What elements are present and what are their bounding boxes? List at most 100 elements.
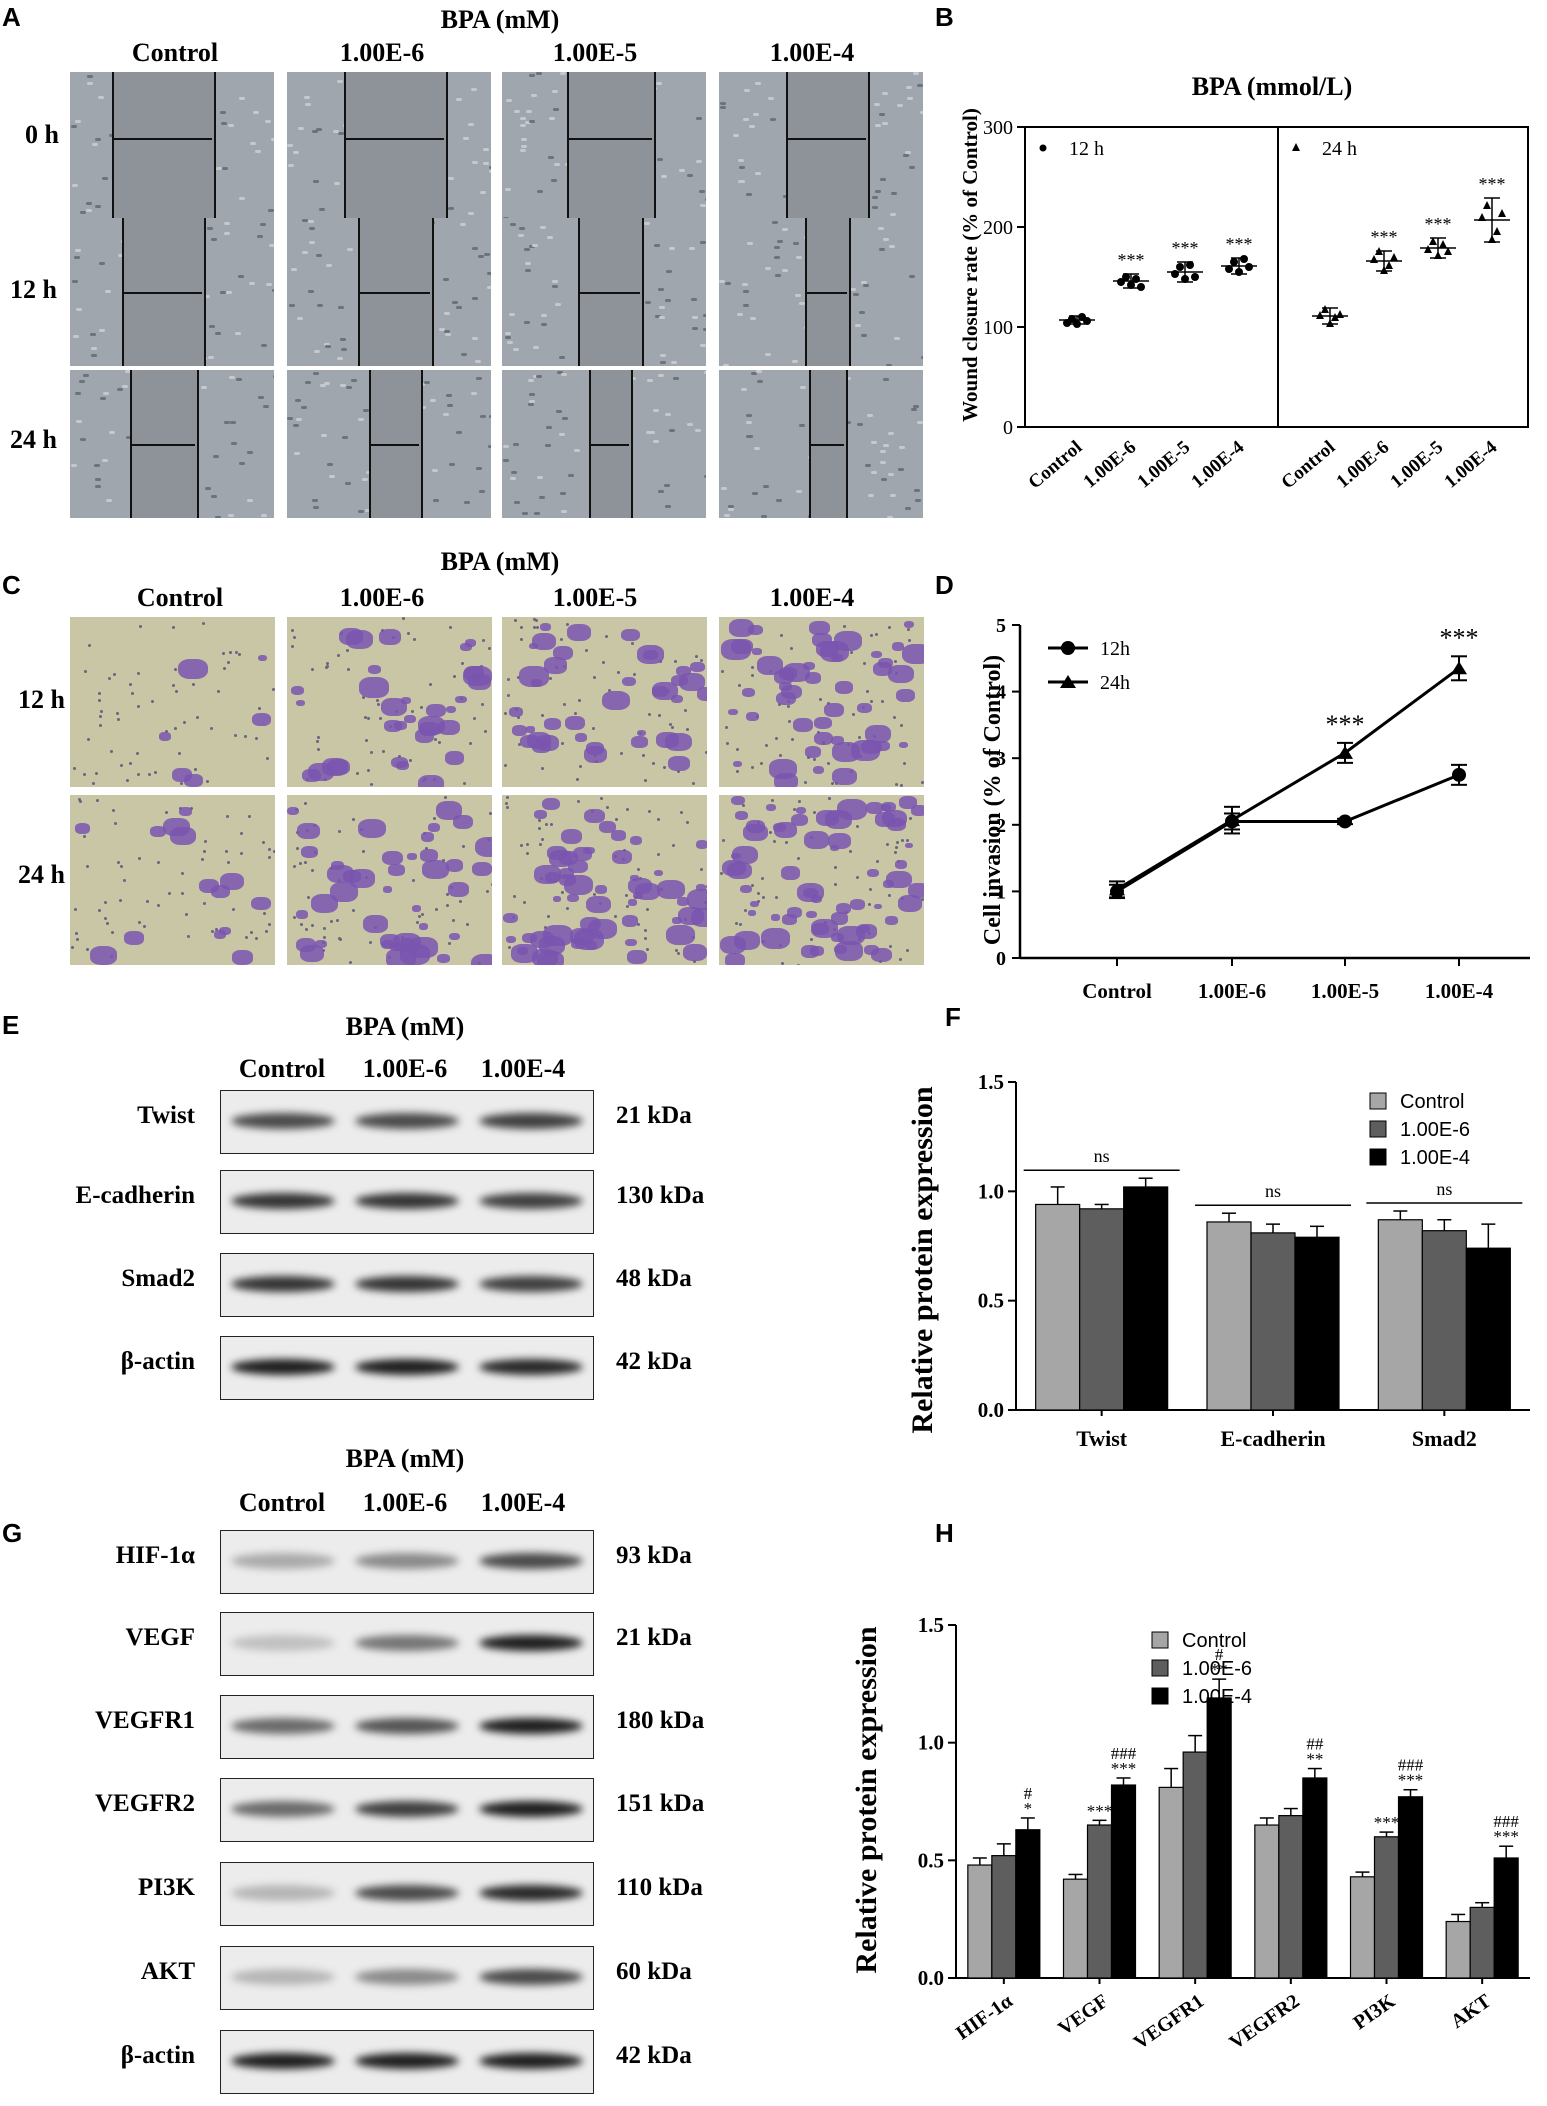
pore-dot	[434, 738, 438, 742]
pore-dot	[100, 710, 104, 714]
stained-cell	[401, 697, 412, 705]
pore-dot	[95, 772, 99, 776]
stained-cell	[804, 672, 822, 684]
cell-speck	[742, 304, 749, 308]
cell-speck	[323, 382, 330, 386]
pore-dot	[519, 843, 523, 847]
bar	[1294, 1236, 1340, 1411]
cell-speck	[524, 269, 531, 273]
pore-dot	[480, 703, 484, 707]
cell-speck	[796, 489, 803, 493]
pore-dot	[235, 650, 239, 654]
cell-speck	[856, 423, 863, 427]
stained-cell	[894, 860, 907, 869]
pore-dot	[881, 700, 885, 704]
cell-speck	[528, 399, 535, 403]
pore-dot	[91, 782, 95, 785]
cell-speck	[732, 134, 739, 138]
stained-cell	[159, 732, 172, 741]
pore-dot	[300, 922, 304, 926]
pore-dot	[810, 938, 814, 942]
cell-speck	[444, 312, 451, 315]
pore-dot	[346, 667, 350, 671]
cell-speck	[692, 326, 699, 330]
cell-speck	[108, 134, 115, 138]
cell-speck	[671, 361, 678, 365]
data-point	[1321, 305, 1329, 313]
cell-speck	[340, 337, 347, 341]
cell-speck	[475, 466, 482, 470]
cell-speck	[524, 262, 531, 266]
stained-cell	[835, 681, 854, 695]
panel-label-g: G	[2, 1518, 23, 1548]
cell-speck	[687, 423, 694, 427]
cell-speck	[86, 82, 93, 86]
blot-protein-label: AKT	[140, 1958, 195, 1985]
cell-speck	[296, 316, 303, 320]
pore-dot	[136, 773, 140, 777]
pore-dot	[894, 851, 898, 855]
pore-dot	[157, 861, 161, 865]
y-tick-label: 5	[996, 615, 1006, 637]
pore-dot	[779, 753, 783, 757]
pore-dot	[774, 895, 778, 899]
cell-speck	[347, 248, 354, 252]
stained-cell	[612, 849, 633, 864]
gap-measure-line	[122, 292, 202, 294]
pore-dot	[362, 850, 366, 854]
stained-cell	[622, 915, 639, 927]
cell-speck	[509, 312, 516, 316]
pore-dot	[784, 840, 788, 844]
blot-band	[355, 1113, 459, 1129]
bar	[1421, 1230, 1467, 1411]
stained-cell	[399, 943, 430, 965]
stained-cell	[796, 807, 807, 815]
pore-dot	[72, 767, 76, 771]
cell-speck	[363, 408, 370, 412]
pore-dot	[637, 867, 641, 871]
stained-cell	[358, 818, 387, 839]
wound-micrograph	[70, 72, 274, 220]
pore-dot	[796, 963, 800, 965]
pore-dot	[111, 808, 115, 812]
panel-h-bar-chart: Relative protein expression 0.0 0.5 1.0 1.5…	[850, 1613, 1530, 2054]
x-tick-label: Smad2	[1412, 1426, 1477, 1451]
stained-cell	[299, 945, 324, 962]
stained-cell	[575, 733, 588, 742]
cell-speck	[556, 371, 563, 375]
cell-speck	[203, 294, 210, 298]
data-point	[1424, 245, 1432, 253]
pore-dot	[751, 674, 755, 678]
y-tick-label: 0	[996, 948, 1006, 970]
cell-speck	[914, 488, 921, 492]
x-tick-label: E-cadherin	[1220, 1426, 1325, 1451]
pore-dot	[290, 629, 294, 633]
stained-cell	[163, 817, 190, 837]
stained-cell	[621, 628, 640, 642]
pore-dot	[445, 904, 449, 908]
blot-protein-label: PI3K	[138, 1874, 195, 1901]
panel-c-col-1e4: 1.00E-4	[769, 583, 855, 612]
pore-dot	[458, 900, 462, 904]
pore-dot	[750, 765, 754, 769]
stained-cell	[898, 795, 917, 809]
blot-protein-label: β-actin	[120, 2042, 195, 2069]
stained-cell	[468, 674, 492, 691]
stained-cell	[819, 640, 850, 662]
blot-band	[231, 1193, 335, 1209]
cell-speck	[749, 125, 756, 129]
legend-label: 12h	[1100, 638, 1130, 660]
cell-speck	[761, 515, 768, 518]
cell-speck	[774, 273, 781, 277]
cell-speck	[287, 144, 294, 148]
stained-cell	[668, 755, 691, 772]
pore-dot	[376, 698, 380, 702]
data-point	[1191, 273, 1199, 281]
legend-swatch	[1369, 1120, 1387, 1138]
cell-speck	[545, 426, 552, 430]
stained-cell	[828, 833, 851, 850]
pore-dot	[292, 865, 296, 869]
cell-speck	[503, 458, 510, 462]
pore-dot	[921, 898, 924, 902]
bar	[1158, 1786, 1184, 1979]
